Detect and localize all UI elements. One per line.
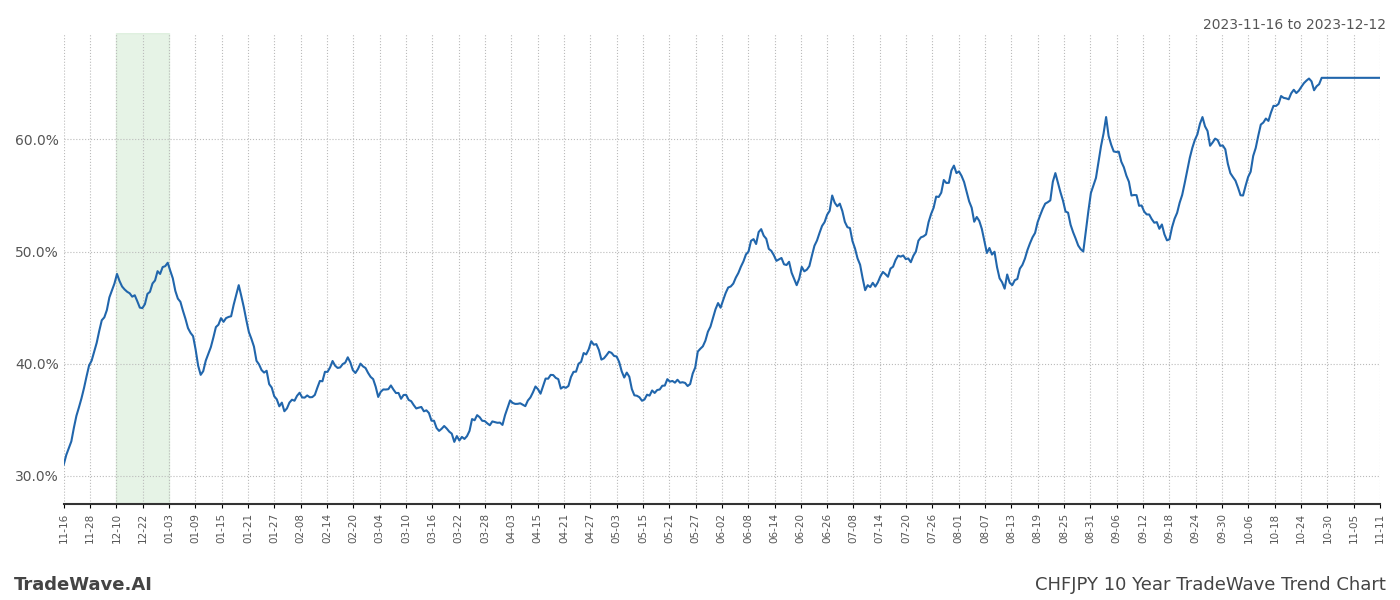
Text: TradeWave.AI: TradeWave.AI (14, 576, 153, 594)
Text: 2023-11-16 to 2023-12-12: 2023-11-16 to 2023-12-12 (1203, 18, 1386, 32)
Bar (116, 33, 169, 504)
Text: CHFJPY 10 Year TradeWave Trend Chart: CHFJPY 10 Year TradeWave Trend Chart (1035, 576, 1386, 594)
